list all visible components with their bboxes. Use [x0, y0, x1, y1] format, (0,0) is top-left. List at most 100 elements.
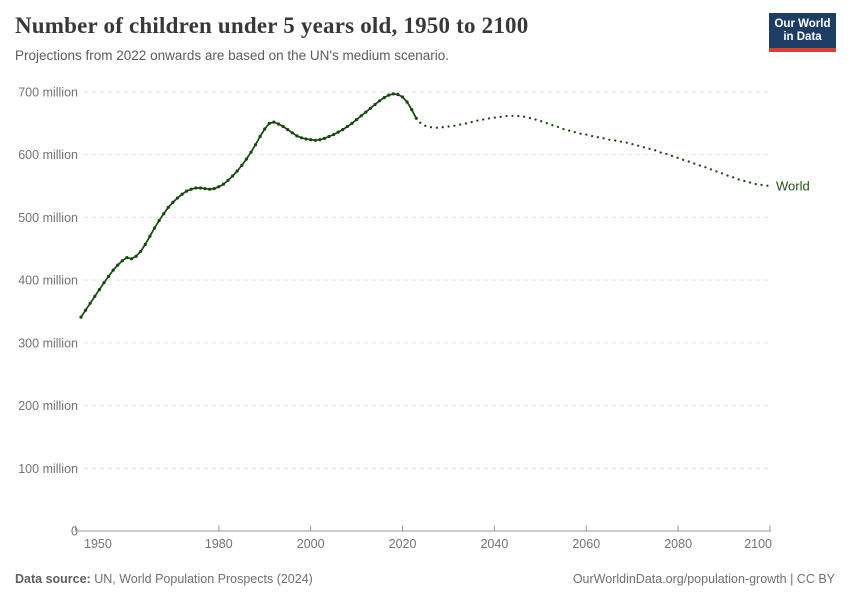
series-point — [396, 92, 400, 97]
series-point — [290, 131, 294, 135]
owid-logo-line2: in Data — [783, 31, 822, 44]
series-point — [175, 196, 180, 200]
series-point — [97, 288, 101, 292]
series-point — [272, 120, 276, 124]
data-source-label: Data source: — [15, 572, 91, 586]
owid-logo-accent-strip — [769, 48, 836, 53]
series-point — [355, 118, 359, 122]
owid-logo[interactable]: Our World in Data — [769, 13, 836, 53]
y-tick-label: 400 million — [18, 274, 78, 288]
series-point — [368, 106, 372, 110]
series-point — [313, 138, 317, 142]
series-point — [180, 192, 184, 196]
x-tick-label: 1980 — [205, 537, 233, 551]
series-point — [152, 226, 157, 230]
series-point — [400, 95, 405, 99]
series-point — [162, 212, 166, 216]
series-point — [125, 256, 129, 260]
series-point — [93, 294, 97, 298]
series-point — [332, 133, 336, 137]
series-point — [88, 301, 92, 305]
series-point — [116, 263, 120, 267]
x-tick-label: 1950 — [84, 537, 112, 551]
x-tick-label: 2080 — [664, 537, 692, 551]
series-point — [382, 96, 386, 100]
y-tick-label: 600 million — [18, 148, 78, 162]
series-point — [84, 308, 88, 312]
series-point — [171, 200, 175, 204]
series-point — [111, 268, 115, 272]
series-point — [194, 186, 198, 190]
series-point — [226, 178, 230, 182]
x-tick-label: 2020 — [389, 537, 417, 551]
chart-title: Number of children under 5 years old, 19… — [15, 13, 529, 38]
y-tick-label: 100 million — [18, 462, 78, 476]
series-point — [143, 242, 147, 246]
series-point — [148, 234, 152, 238]
series-point — [350, 121, 354, 125]
series-point — [258, 134, 262, 139]
x-tick-label: 2040 — [480, 537, 508, 551]
series-point — [185, 189, 189, 193]
owid-logo-box: Our World in Data — [769, 13, 836, 49]
x-tick-label: 2100 — [744, 537, 772, 551]
series-point — [129, 257, 134, 261]
series-point — [276, 122, 281, 126]
series-point — [244, 157, 248, 161]
series-point — [203, 187, 207, 191]
y-tick-label: 300 million — [18, 336, 78, 350]
series-point — [373, 102, 377, 107]
series-point — [304, 137, 308, 141]
series-point — [217, 185, 221, 189]
series-line-historical — [80, 93, 418, 318]
series-point — [387, 93, 391, 97]
series-point — [263, 127, 267, 131]
footer: Data source: UN, World Population Prospe… — [15, 572, 835, 586]
y-tick-label: 200 million — [18, 399, 78, 413]
series-point — [364, 110, 368, 114]
series-point — [318, 138, 322, 142]
y-tick-label: 700 million — [18, 86, 78, 100]
entity-label-world: World — [776, 179, 810, 194]
x-tick-label: 2000 — [297, 537, 325, 551]
header: Number of children under 5 years old, 19… — [15, 12, 755, 64]
series-point — [235, 169, 239, 173]
series-point — [345, 124, 349, 129]
y-tick-label: 500 million — [18, 211, 78, 225]
series-point — [295, 134, 299, 138]
series-point — [336, 130, 340, 134]
series-point — [208, 187, 212, 191]
series-point — [299, 136, 304, 140]
series-point — [79, 315, 83, 319]
series-point — [157, 219, 161, 223]
chart-subtitle: Projections from 2022 onwards are based … — [15, 47, 450, 63]
footer-link[interactable]: OurWorldinData.org/population-growth | C… — [572, 572, 835, 586]
series-point — [410, 108, 414, 112]
series-point — [286, 128, 290, 132]
x-tick-label: 2060 — [572, 537, 600, 551]
series-line-projection — [415, 114, 772, 188]
series-point — [359, 114, 363, 118]
series-point — [327, 134, 331, 139]
data-source: Data source: UN, World Population Prospe… — [15, 572, 313, 586]
series-point — [198, 186, 202, 190]
series-point — [139, 249, 143, 253]
series-point — [267, 121, 271, 125]
series-point — [134, 254, 138, 258]
series-point — [231, 174, 235, 178]
data-source-text: UN, World Population Prospects (2024) — [90, 572, 313, 586]
series-point — [221, 182, 225, 186]
y-tick-label: 0 — [71, 525, 78, 539]
series-point — [341, 128, 345, 132]
series-point — [281, 124, 285, 129]
series-point — [189, 187, 193, 191]
series-point — [391, 92, 395, 96]
series-point — [405, 100, 409, 104]
series-point — [309, 138, 313, 142]
series-point — [102, 281, 106, 285]
series-point — [240, 163, 244, 167]
series-point — [253, 143, 258, 147]
series-point — [378, 99, 382, 103]
